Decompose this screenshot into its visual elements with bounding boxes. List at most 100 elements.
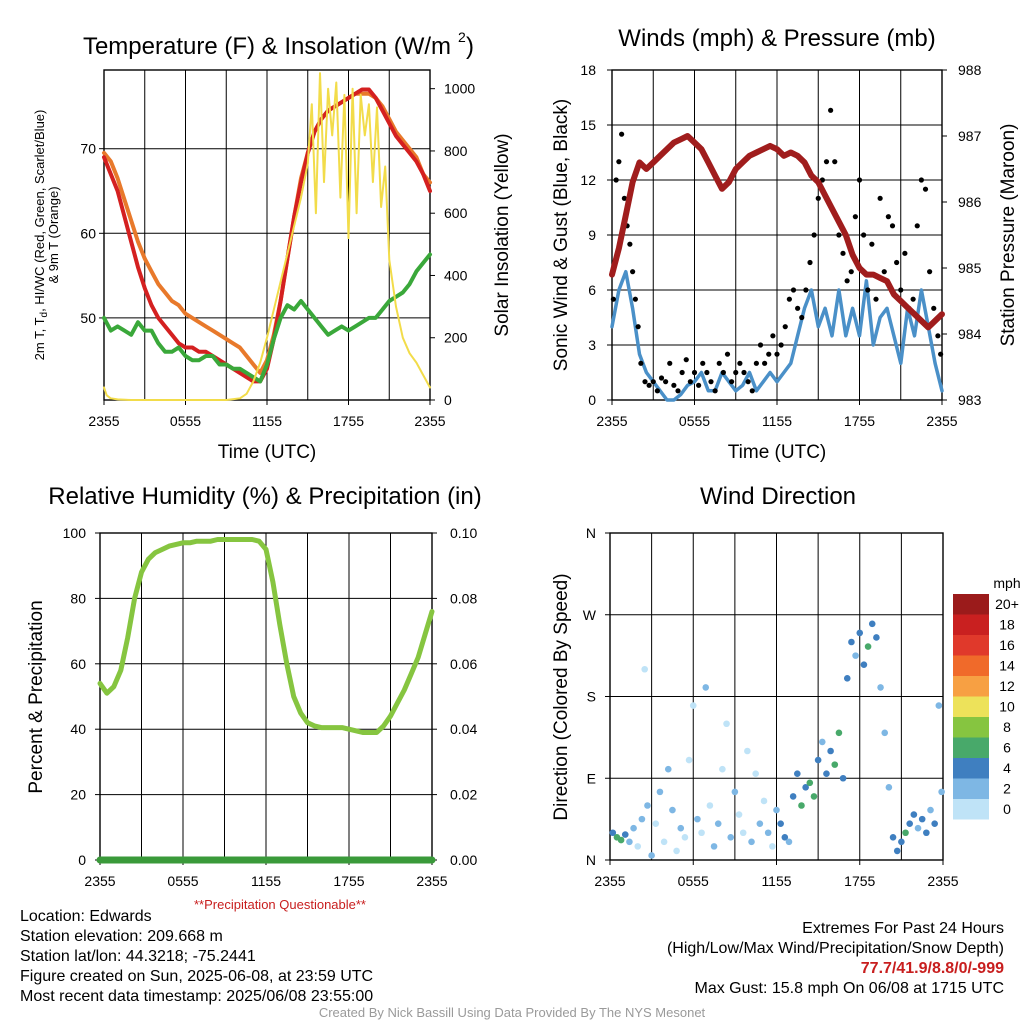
- gust-point: [724, 351, 731, 357]
- gust-point: [786, 296, 792, 302]
- extremes-panel: Extremes For Past 24 Hours (High/Low/Max…: [667, 919, 1004, 999]
- direction-point: [843, 675, 851, 682]
- gust-point: [811, 232, 817, 238]
- gust-point: [873, 296, 879, 302]
- x-tick-label: 1755: [333, 413, 364, 429]
- y-tick-label-right: 0.02: [450, 787, 477, 803]
- direction-point: [927, 806, 934, 814]
- chart-title: Temperature (F) & Insolation (W/m: [83, 33, 451, 60]
- x-tick-label: 2355: [84, 873, 115, 889]
- gust-point: [658, 375, 665, 381]
- gust-point: [815, 195, 821, 201]
- chart-title: Winds (mph) & Pressure (mb): [618, 25, 935, 52]
- direction-point: [860, 661, 868, 669]
- x-tick-label: 1155: [762, 413, 792, 429]
- gust-point: [627, 241, 633, 247]
- direction-point: [652, 820, 660, 827]
- title-suffix: ): [466, 33, 474, 60]
- y-axis-label-left: Direction (Colored By Speed): [551, 573, 572, 820]
- direction-point: [760, 797, 768, 805]
- x-tick-label: 2355: [596, 413, 627, 429]
- direction-point: [893, 847, 901, 855]
- gust-point: [729, 379, 735, 385]
- direction-point: [810, 793, 818, 800]
- gust-point: [795, 305, 801, 311]
- gust-point: [650, 379, 656, 385]
- colorbar-label: 6: [1003, 740, 1011, 756]
- gust-point: [635, 324, 641, 330]
- direction-point: [785, 838, 793, 846]
- humidity-line: [97, 537, 435, 735]
- direction-point: [856, 629, 864, 637]
- series-line-4: [103, 72, 431, 401]
- direction-point: [626, 838, 633, 846]
- colorbar-swatch: [953, 717, 989, 738]
- direction-point: [935, 702, 943, 709]
- y-tick-label-left: N: [586, 852, 596, 868]
- gust-point: [836, 232, 842, 238]
- gust-point: [832, 159, 838, 165]
- x-tick-label: 0555: [678, 873, 709, 889]
- x-tick-label: 0555: [167, 873, 198, 889]
- gust-point: [733, 369, 739, 376]
- gust-point: [720, 369, 726, 376]
- direction-point: [777, 820, 784, 827]
- y-tick-label-right: 983: [958, 392, 982, 408]
- direction-point: [764, 829, 772, 837]
- direction-point: [681, 833, 689, 841]
- direction-point: [731, 788, 739, 796]
- gust-point: [619, 131, 625, 137]
- direction-point: [906, 820, 913, 827]
- y-tick-label-right: 0: [444, 392, 452, 408]
- gust-point: [799, 314, 805, 321]
- y-tick-label-left: 50: [80, 310, 96, 326]
- y-axis-label-left: Percent & Precipitation: [26, 600, 47, 793]
- y-tick-label-left: 18: [580, 62, 596, 78]
- direction-point: [798, 802, 805, 809]
- gust-point: [696, 382, 702, 388]
- y-axis-label-right: Station Pressure (Maroon): [998, 124, 1019, 347]
- gust-point: [646, 382, 652, 388]
- direction-point: [794, 770, 801, 778]
- direction-point: [802, 784, 809, 791]
- gust-point: [902, 250, 908, 256]
- gust-point: [856, 177, 863, 183]
- colorbar-swatch: [953, 655, 989, 676]
- gust-point: [823, 159, 830, 165]
- y-tick-label-left: 0: [78, 852, 86, 868]
- y-tick-label-right: 1000: [444, 81, 475, 97]
- direction-point: [727, 833, 735, 841]
- chart-title: Relative Humidity (%) & Precipitation (i…: [48, 483, 481, 510]
- y-tick-label-right: 986: [958, 194, 982, 210]
- gust-point: [918, 177, 924, 183]
- x-tick-label: 1155: [251, 873, 281, 889]
- gust-point: [762, 360, 768, 366]
- direction-point: [756, 820, 764, 827]
- y-tick-label-left: 0: [588, 392, 596, 408]
- y-tick-label-right: 0.06: [450, 656, 477, 672]
- y-tick-label-left: 3: [588, 337, 596, 353]
- y-tick-label-left: 9: [588, 227, 596, 243]
- direction-point: [848, 638, 855, 646]
- direction-point: [781, 833, 789, 841]
- direction-point: [744, 747, 751, 755]
- x-tick-label: 2355: [414, 413, 445, 429]
- direction-point: [698, 829, 705, 837]
- direction-point: [689, 702, 697, 709]
- colorbar-swatch: [953, 614, 989, 635]
- y-tick-label-left: 40: [70, 721, 86, 737]
- gust-point: [869, 241, 875, 247]
- gust-point: [638, 360, 644, 366]
- y-tick-label-right: 0.04: [450, 721, 477, 737]
- gust-point: [737, 360, 743, 366]
- gust-point: [938, 351, 944, 357]
- colorbar-label: 2: [1003, 781, 1011, 797]
- gust-point: [683, 357, 689, 363]
- x-tick-label: 0555: [679, 413, 710, 429]
- direction-point: [648, 852, 655, 859]
- colorbar-swatch: [953, 594, 989, 615]
- gust-point: [616, 159, 622, 165]
- gust-point: [654, 388, 660, 394]
- panel-1: Temperature (F) & Insolation (W/m 2) 50 60 7…: [32, 29, 513, 463]
